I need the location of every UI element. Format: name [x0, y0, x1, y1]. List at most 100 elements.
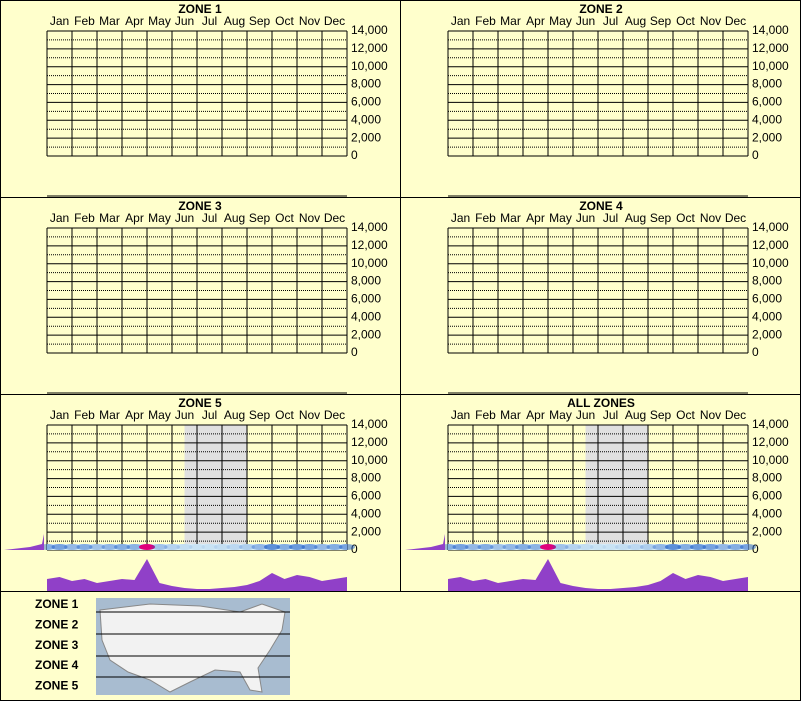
heat-cell	[740, 544, 756, 550]
chart-panel: ZONE 2 0 2,000 4,000 6,000 8,000 10,000 12,000 1…	[447, 2, 789, 197]
heat-cell	[264, 544, 280, 550]
heat-cell	[565, 544, 581, 550]
y-tick-label: 8,000	[752, 471, 782, 485]
x-tick-label: Apr	[526, 14, 545, 28]
x-tick-label: Jun	[175, 211, 194, 225]
heat-cell	[590, 544, 606, 550]
heat-cell	[101, 544, 118, 550]
x-tick-label: Aug	[625, 14, 646, 28]
heat-cell	[577, 544, 594, 550]
chart-title: ZONE 4	[579, 199, 623, 213]
x-tick-label: Jan	[50, 211, 69, 225]
zone-label: ZONE 4	[35, 658, 79, 672]
zone-label: ZONE 5	[35, 678, 79, 692]
heat-cell	[477, 544, 494, 550]
heat-cell	[64, 544, 80, 550]
x-tick-label: Apr	[526, 408, 545, 422]
heat-cell	[289, 544, 305, 550]
x-tick-label: Aug	[625, 211, 646, 225]
y-tick-label: 6,000	[752, 292, 782, 306]
y-tick-label: 14,000	[752, 220, 789, 234]
y-tick-label: 0	[351, 542, 358, 556]
heat-cell	[715, 544, 731, 550]
heat-cell	[301, 544, 318, 550]
y-tick-label: 14,000	[351, 220, 388, 234]
x-tick-label: Jul	[603, 408, 618, 422]
y-tick-label: 0	[752, 542, 759, 556]
x-tick-label: Feb	[475, 408, 496, 422]
y-tick-label: 0	[752, 148, 759, 162]
x-tick-label: May	[549, 14, 572, 28]
x-tick-label: Sep	[650, 408, 672, 422]
y-tick-label: 8,000	[351, 471, 381, 485]
chart-title: ZONE 1	[178, 2, 222, 16]
chart-title: ZONE 2	[579, 2, 623, 16]
heat-cell	[164, 544, 180, 550]
heat-cell	[314, 544, 330, 550]
x-tick-label: Mar	[500, 14, 521, 28]
map-land	[99, 603, 286, 693]
heat-cell	[627, 544, 644, 550]
x-tick-label: Jun	[576, 211, 595, 225]
x-tick-label: Jan	[451, 14, 470, 28]
x-tick-label: Dec	[324, 211, 345, 225]
heat-cell	[176, 544, 193, 550]
y-tick-label: 8,000	[351, 77, 381, 91]
heat-cell	[114, 544, 130, 550]
y-tick-label: 6,000	[351, 489, 381, 503]
y-tick-label: 10,000	[351, 256, 388, 270]
heat-cell	[326, 544, 343, 550]
chart-title: ZONE 3	[178, 199, 222, 213]
x-tick-label: Nov	[700, 14, 721, 28]
heat-cell	[189, 544, 205, 550]
heat-cell	[677, 544, 694, 550]
x-tick-label: Mar	[99, 408, 120, 422]
zone-label: ZONE 3	[35, 638, 79, 652]
x-tick-label: Mar	[99, 211, 120, 225]
x-tick-label: Aug	[224, 211, 245, 225]
y-tick-label: 12,000	[351, 41, 388, 55]
x-tick-label: Jul	[202, 14, 217, 28]
heat-cell	[540, 544, 556, 550]
elevation-profile	[4, 534, 44, 550]
heat-cell	[490, 544, 506, 550]
heat-cell	[652, 544, 669, 550]
y-tick-label: 2,000	[351, 327, 381, 341]
x-tick-label: Apr	[125, 211, 144, 225]
x-tick-label: Jan	[50, 408, 69, 422]
y-tick-label: 2,000	[752, 524, 782, 538]
heat-cell	[214, 544, 230, 550]
heat-cell	[339, 544, 355, 550]
y-tick-label: 2,000	[351, 524, 381, 538]
x-tick-label: May	[549, 408, 572, 422]
y-tick-label: 6,000	[752, 489, 782, 503]
heat-cell	[615, 544, 631, 550]
heat-band	[47, 544, 347, 550]
heat-cell	[602, 544, 619, 550]
y-tick-label: 2,000	[752, 130, 782, 144]
x-tick-label: Jul	[603, 14, 618, 28]
y-tick-label: 4,000	[752, 112, 782, 126]
y-tick-label: 4,000	[351, 309, 381, 323]
x-tick-label: Jul	[603, 211, 618, 225]
y-tick-label: 10,000	[351, 59, 388, 73]
y-tick-label: 10,000	[752, 59, 789, 73]
heat-cell	[727, 544, 744, 550]
y-tick-label: 4,000	[351, 112, 381, 126]
zone-label: ZONE 1	[35, 597, 79, 611]
x-tick-label: Aug	[625, 408, 646, 422]
x-tick-label: Apr	[526, 211, 545, 225]
y-tick-label: 2,000	[752, 327, 782, 341]
x-tick-label: Oct	[275, 408, 294, 422]
chart-panel: ZONE 4 0 2,000 4,000 6,000 8,000 10,000 12,000 1…	[447, 199, 789, 394]
x-tick-label: Jul	[202, 211, 217, 225]
x-tick-label: Oct	[275, 211, 294, 225]
x-tick-label: Jun	[576, 14, 595, 28]
heat-cell	[139, 544, 155, 550]
x-tick-label: Mar	[500, 408, 521, 422]
zone-label: ZONE 2	[35, 617, 79, 631]
y-tick-label: 14,000	[752, 23, 789, 37]
y-tick-label: 8,000	[752, 77, 782, 91]
x-tick-label: Sep	[249, 408, 271, 422]
